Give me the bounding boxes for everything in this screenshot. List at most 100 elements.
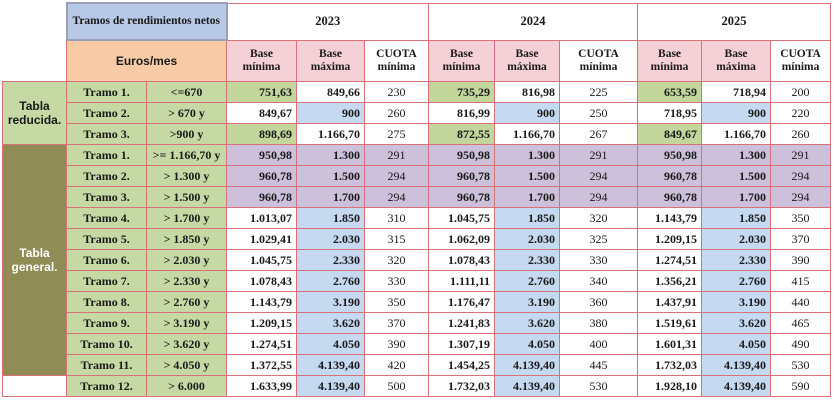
tramo-range: > 670 y — [145, 102, 228, 124]
tramo-label: Tramo 8. — [66, 291, 147, 313]
base-minima-2024-cell: 1.078,43 — [428, 249, 496, 271]
base-maxima-2024-cell: 1.850 — [494, 207, 561, 229]
tramo-label: Tramo 9. — [66, 312, 147, 334]
cuota-minima-2023-cell: 230 — [364, 81, 430, 103]
base-maxima-2023-cell: 1.300 — [296, 144, 366, 166]
tramo-label: Tramo 4. — [66, 207, 147, 229]
cuota-minima-2024-cell: 380 — [559, 312, 639, 334]
base-maxima-2024-cell: 1.166,70 — [494, 123, 561, 145]
tramo-range: >= 1.166,70 y — [145, 144, 228, 166]
base-maxima-2023-cell: 3.190 — [296, 291, 366, 313]
base-maxima-2025-cell: 3.190 — [701, 291, 772, 313]
base-maxima-2023-cell: 900 — [296, 102, 366, 124]
cuota-minima-2023-cell: 294 — [364, 186, 430, 208]
cuota-minima-2023-cell: 500 — [364, 375, 430, 397]
tramo-label: Tramo 1. — [66, 81, 147, 103]
base-minima-2024-cell: 1.241,83 — [428, 312, 496, 334]
col-base-maxima-2024: Base máxima — [494, 39, 561, 82]
cuota-minima-2024-cell: 294 — [559, 186, 639, 208]
base-minima-2025-cell: 1.143,79 — [637, 207, 703, 229]
tramo-range: <=670 — [145, 81, 228, 103]
base-maxima-2025-cell: 1.300 — [701, 144, 772, 166]
tramo-range: > 1.850 y — [145, 228, 228, 250]
base-minima-2023-cell: 1.274,51 — [226, 333, 298, 355]
table-row: Tramo 6. > 2.030 y 1.045,75 2.330 320 1.078,4… — [3, 249, 832, 271]
tramo-range: > 3.620 y — [145, 333, 228, 355]
base-minima-2024-cell: 872,55 — [428, 123, 496, 145]
cuota-minima-2024-cell: 267 — [559, 123, 639, 145]
cuota-minima-2024-cell: 325 — [559, 228, 639, 250]
base-minima-2025-cell: 1.601,31 — [637, 333, 703, 355]
base-minima-2023-cell: 1.029,41 — [226, 228, 298, 250]
base-maxima-2024-cell: 3.620 — [494, 312, 561, 334]
base-minima-2023-cell: 1.209,15 — [226, 312, 298, 334]
base-maxima-2025-cell: 2.760 — [701, 270, 772, 292]
base-maxima-2024-cell: 1.300 — [494, 144, 561, 166]
base-minima-2023-cell: 960,78 — [226, 165, 298, 187]
base-maxima-2024-cell: 2.760 — [494, 270, 561, 292]
base-maxima-2025-cell: 4.139,40 — [701, 354, 772, 376]
tramo-range: > 2.760 y — [145, 291, 228, 313]
base-minima-2024-cell: 1.045,75 — [428, 207, 496, 229]
base-maxima-2024-cell: 4.050 — [494, 333, 561, 355]
base-maxima-2023-cell: 4.050 — [296, 333, 366, 355]
empty-group-cell — [2, 375, 67, 397]
tramo-label: Tramo 2. — [66, 102, 147, 124]
table-row: Tramo 4. > 1.700 y 1.013,07 1.850 310 1.045,7… — [3, 207, 832, 229]
cuota-minima-2025-cell: 465 — [770, 312, 832, 334]
col-cuota-minima-2025: CUOTA mínima — [770, 39, 832, 82]
table-row: Tabla reducida. Tramo 1. <=670 751,63 849,66… — [2, 81, 832, 145]
cuota-minima-2025-cell: 490 — [770, 333, 832, 355]
base-maxima-2023-cell: 849,66 — [296, 81, 366, 103]
col-base-minima-2024: Base mínima — [428, 39, 496, 82]
base-maxima-2023-cell: 4.139,40 — [296, 354, 366, 376]
base-maxima-2025-cell: 2.030 — [701, 228, 772, 250]
tramo-label: Tramo 3. — [66, 123, 147, 145]
base-maxima-2025-cell: 1.850 — [701, 207, 772, 229]
year-2023-header: 2023 — [226, 2, 430, 41]
cuota-minima-2025-cell: 220 — [770, 102, 832, 124]
base-maxima-2025-cell: 718,94 — [701, 81, 772, 103]
table-title: Tramos de rendimientos netos — [65, 2, 228, 41]
tramo-label: Tramo 7. — [66, 270, 147, 292]
base-maxima-2025-cell: 4.050 — [701, 333, 772, 355]
cuota-minima-2025-cell: 294 — [770, 165, 832, 187]
base-minima-2025-cell: 1.519,61 — [637, 312, 703, 334]
cuota-minima-2024-cell: 400 — [559, 333, 639, 355]
tramo-label: Tramo 1. — [66, 144, 147, 166]
tramo-label: Tramo 2. — [66, 165, 147, 187]
col-base-maxima-2023: Base máxima — [296, 39, 366, 82]
cuota-minima-2023-cell: 330 — [364, 270, 430, 292]
base-maxima-2024-cell: 4.139,40 — [494, 375, 561, 397]
base-minima-2024-cell: 735,29 — [428, 81, 496, 103]
cuota-minima-2024-cell: 320 — [559, 207, 639, 229]
base-maxima-2025-cell: 3.620 — [701, 312, 772, 334]
base-maxima-2024-cell: 4.139,40 — [494, 354, 561, 376]
col-base-minima-2025: Base mínima — [637, 39, 703, 82]
cuota-minima-2023-cell: 350 — [364, 291, 430, 313]
group-reducida-label: Tabla reducida. — [2, 81, 67, 145]
base-minima-2025-cell: 849,67 — [637, 123, 703, 145]
base-minima-2024-cell: 1.732,03 — [428, 375, 496, 397]
col-cuota-minima-2024: CUOTA mínima — [559, 39, 639, 82]
base-minima-2023-cell: 960,78 — [226, 186, 298, 208]
base-maxima-2023-cell: 1.850 — [296, 207, 366, 229]
cuota-minima-2025-cell: 260 — [770, 123, 832, 145]
base-minima-2024-cell: 1.062,09 — [428, 228, 496, 250]
base-maxima-2024-cell: 2.030 — [494, 228, 561, 250]
cuota-minima-2024-cell: 360 — [559, 291, 639, 313]
cuota-minima-2024-cell: 250 — [559, 102, 639, 124]
cuota-minima-2024-cell: 330 — [559, 249, 639, 271]
cuota-minima-2025-cell: 370 — [770, 228, 832, 250]
base-maxima-2025-cell: 2.330 — [701, 249, 772, 271]
base-minima-2025-cell: 1.274,51 — [637, 249, 703, 271]
cuota-minima-2023-cell: 315 — [364, 228, 430, 250]
table-row: Tramo 2. > 1.300 y 960,78 1.500 294 960,78 1.5… — [3, 165, 832, 187]
corner-cell — [2, 2, 67, 82]
cuota-minima-2023-cell: 310 — [364, 207, 430, 229]
cuota-minima-2023-cell: 275 — [364, 123, 430, 145]
table-row: Tabla general. Tramo 1. >= 1.166,70 y 950,9… — [2, 144, 832, 376]
base-minima-2023-cell: 1.013,07 — [226, 207, 298, 229]
base-maxima-2023-cell: 3.620 — [296, 312, 366, 334]
cuota-minima-2025-cell: 350 — [770, 207, 832, 229]
